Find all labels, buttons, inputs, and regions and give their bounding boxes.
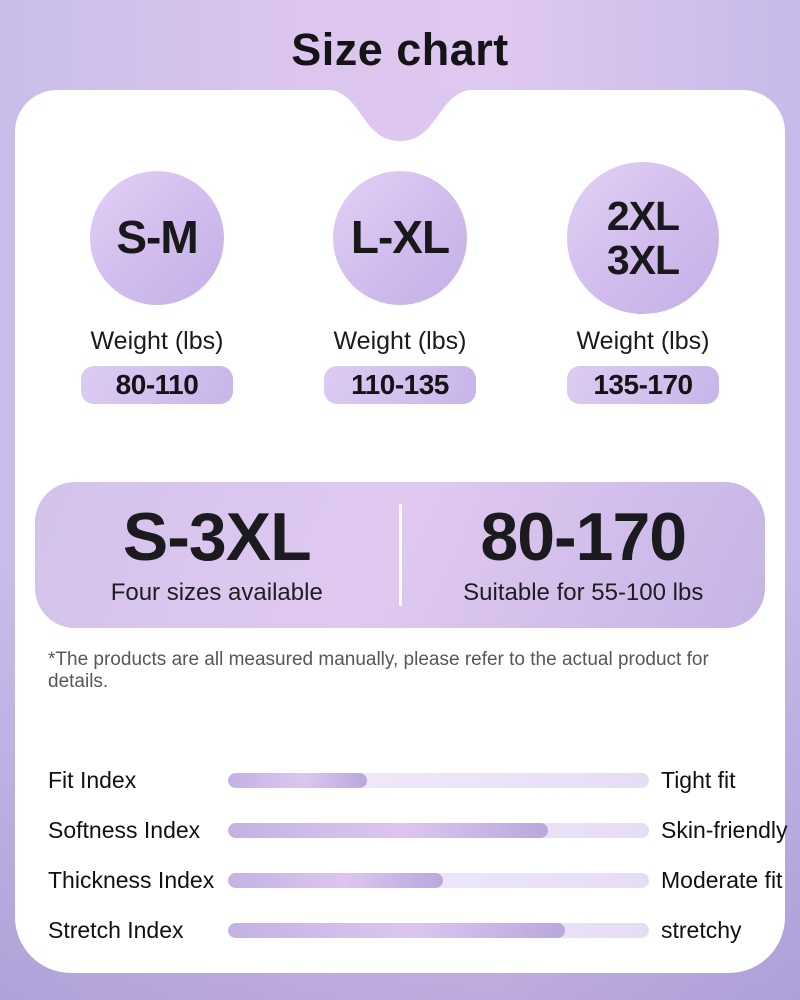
index-right-label: stretchy: [661, 916, 742, 943]
size-circle-label: 3XL: [606, 237, 680, 283]
summary-banner: S-3XL Four sizes available 80-170 Suitab…: [35, 482, 765, 628]
index-bar-fill: [228, 872, 443, 888]
index-label: Softness Index: [48, 816, 201, 843]
size-circle-s-m: S-M: [90, 171, 224, 305]
index-bar-fill: [228, 772, 367, 788]
summary-weight: 80-170 Suitable for 55-100 lbs: [402, 503, 766, 607]
index-row-softness: Softness Index Skin-friendly: [15, 805, 788, 855]
size-column-s-m: S-M Weight (lbs) 80-110: [37, 162, 277, 404]
size-circle-wrap: 2XL 3XL: [567, 162, 719, 314]
weight-label: Weight (lbs): [90, 327, 224, 355]
content-card: S-M Weight (lbs) 80-110 L-XL Weight (lbs…: [15, 89, 788, 973]
weight-range-pill: 80-110: [81, 366, 233, 404]
size-circle-l-xl: L-XL: [333, 171, 467, 305]
summary-weight-caption: Suitable for 55-100 lbs: [463, 579, 704, 606]
index-label: Fit Index: [48, 766, 137, 793]
size-circle-wrap: L-XL: [333, 162, 467, 314]
size-columns: S-M Weight (lbs) 80-110 L-XL Weight (lbs…: [15, 162, 785, 404]
index-row-thickness: Thickness Index Moderate fit: [15, 855, 785, 905]
index-bar-fill: [228, 922, 565, 938]
weight-range-pill: 110-135: [324, 366, 476, 404]
weight-label: Weight (lbs): [576, 327, 710, 355]
summary-sizes-caption: Four sizes available: [110, 579, 323, 606]
size-circle-label: S-M: [116, 211, 198, 264]
index-right-label: Skin-friendly: [661, 816, 788, 843]
size-circle-2xl-3xl: 2XL 3XL: [567, 162, 719, 314]
index-right-label: Moderate fit: [661, 866, 783, 893]
size-circle-wrap: S-M: [90, 162, 224, 314]
weight-label: Weight (lbs): [333, 327, 467, 355]
index-bar-fill: [228, 822, 548, 838]
summary-sizes: S-3XL Four sizes available: [35, 503, 399, 607]
index-right-label: Tight fit: [661, 766, 736, 793]
index-label: Stretch Index: [48, 916, 184, 943]
size-column-2xl-3xl: 2XL 3XL Weight (lbs) 135-170: [523, 162, 763, 404]
size-circle-label: L-XL: [350, 211, 450, 264]
size-circle-label: 2XL: [606, 192, 680, 239]
index-bar-track: [228, 872, 649, 888]
summary-weight-value: 80-170: [480, 499, 687, 575]
index-bar-track: [228, 922, 649, 938]
weight-range-pill: 135-170: [567, 366, 719, 404]
banner-divider: [398, 504, 402, 606]
index-row-fit: Fit Index Tight fit: [15, 755, 785, 805]
index-bar-track: [228, 772, 649, 788]
index-label: Thickness Index: [48, 866, 215, 893]
size-column-l-xl: L-XL Weight (lbs) 110-135: [280, 162, 520, 404]
top-notch-decoration: [325, 89, 475, 141]
summary-sizes-value: S-3XL: [122, 499, 312, 575]
index-bar-track: [228, 822, 649, 838]
index-rows: Fit Index Tight fit Softness Index Skin-…: [15, 755, 788, 955]
page-title: Size chart: [291, 24, 509, 75]
index-row-stretch: Stretch Index stretchy: [15, 905, 785, 955]
disclaimer-text: *The products are all measured manually,…: [48, 649, 709, 692]
